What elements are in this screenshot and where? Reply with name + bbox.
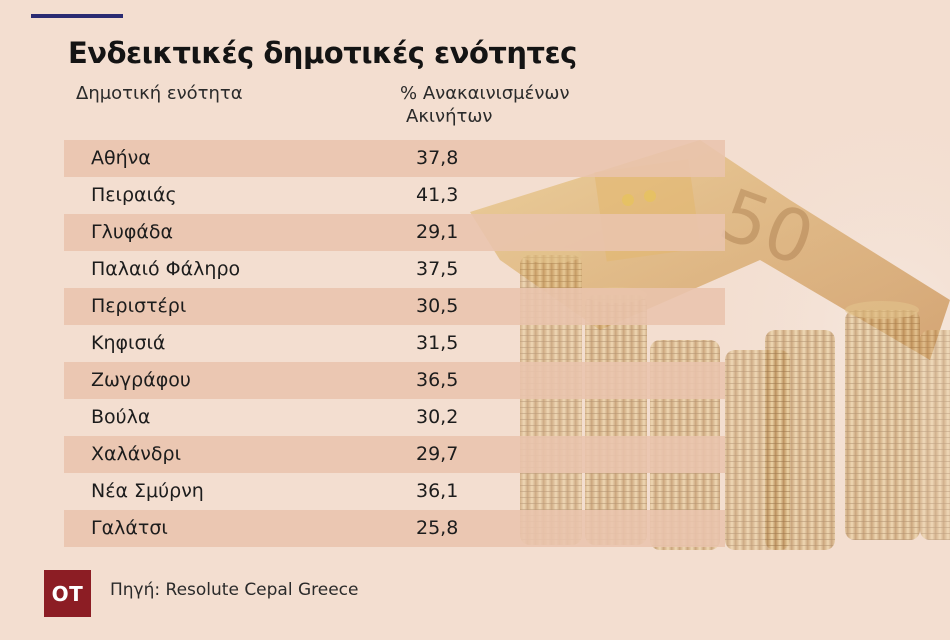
table-row: Ζωγράφου 36,5	[64, 362, 725, 399]
row-percent-value: 41,3	[416, 184, 459, 206]
row-percent-value: 37,5	[416, 258, 459, 280]
row-area-name: Παλαιό Φάληρο	[91, 258, 241, 280]
column-header-area: Δημοτική ενότητα	[76, 83, 243, 104]
table-row: Παλαιό Φάληρο 37,5	[64, 251, 725, 288]
row-percent-value: 25,8	[416, 517, 459, 539]
page-title: Ενδεικτικές δημοτικές ενότητες	[68, 36, 577, 70]
row-percent-value: 29,1	[416, 221, 459, 243]
column-header-percent-line2: Ακινήτων	[406, 106, 493, 127]
row-percent-value: 36,1	[416, 480, 459, 502]
row-percent-value: 36,5	[416, 369, 459, 391]
table-row: Αθήνα 37,8	[64, 140, 725, 177]
source-credit: Πηγή: Resolute Cepal Greece	[110, 580, 359, 600]
row-percent-value: 30,5	[416, 295, 459, 317]
row-area-name: Βούλα	[91, 406, 151, 428]
row-percent-value: 30,2	[416, 406, 459, 428]
table-row: Νέα Σμύρνη 36,1	[64, 473, 725, 510]
row-area-name: Γαλάτσι	[91, 517, 168, 539]
row-area-name: Ζωγράφου	[91, 369, 191, 391]
row-percent-value: 29,7	[416, 443, 459, 465]
table-row: Κηφισιά 31,5	[64, 325, 725, 362]
table-row: Περιστέρι 30,5	[64, 288, 725, 325]
row-area-name: Περιστέρι	[91, 295, 187, 317]
row-percent-value: 37,8	[416, 147, 459, 169]
column-header-percent: % Ανακαινισμένων Ακινήτων	[400, 82, 630, 128]
table-row: Γαλάτσι 25,8	[64, 510, 725, 547]
table-row: Βούλα 30,2	[64, 399, 725, 436]
table-row: Γλυφάδα 29,1	[64, 214, 725, 251]
top-accent-line	[31, 14, 123, 18]
table-row: Χαλάνδρι 29,7	[64, 436, 725, 473]
ot-logo: OT	[44, 570, 91, 617]
data-table: Αθήνα 37,8 Πειραιάς 41,3 Γλυφάδα 29,1 Πα…	[64, 140, 725, 547]
column-header-percent-line1: % Ανακαινισμένων	[400, 83, 570, 104]
table-row: Πειραιάς 41,3	[64, 177, 725, 214]
row-area-name: Αθήνα	[91, 147, 151, 169]
row-area-name: Νέα Σμύρνη	[91, 480, 204, 502]
row-percent-value: 31,5	[416, 332, 459, 354]
row-area-name: Κηφισιά	[91, 332, 166, 354]
row-area-name: Γλυφάδα	[91, 221, 174, 243]
row-area-name: Χαλάνδρι	[91, 443, 182, 465]
row-area-name: Πειραιάς	[91, 184, 177, 206]
